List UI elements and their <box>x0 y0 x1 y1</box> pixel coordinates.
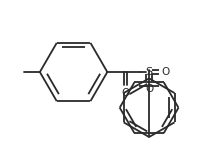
Text: O: O <box>162 67 170 77</box>
Text: O: O <box>145 84 153 94</box>
Text: S: S <box>146 67 153 77</box>
Text: O: O <box>121 88 129 98</box>
